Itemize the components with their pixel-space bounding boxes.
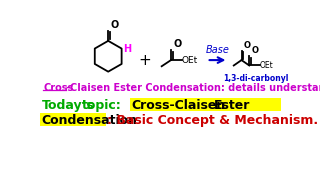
Text: O: O xyxy=(252,46,259,55)
Text: 1,3-di-carbonyl: 1,3-di-carbonyl xyxy=(223,74,288,83)
Text: O: O xyxy=(244,41,251,50)
Text: : Basic Concept & Mechanism.: : Basic Concept & Mechanism. xyxy=(108,114,318,127)
Text: Cross: Cross xyxy=(43,83,73,93)
Text: O: O xyxy=(110,20,119,30)
FancyBboxPatch shape xyxy=(40,113,106,126)
Text: H: H xyxy=(123,44,131,53)
Text: Condensation: Condensation xyxy=(42,114,138,127)
FancyBboxPatch shape xyxy=(130,98,281,111)
Text: Cross-Claisen: Cross-Claisen xyxy=(132,99,226,112)
Text: O: O xyxy=(173,39,181,49)
Text: -Claisen Ester Condensation: details understanding: -Claisen Ester Condensation: details und… xyxy=(66,83,320,93)
Text: Today’s: Today’s xyxy=(42,99,95,112)
Text: OEt: OEt xyxy=(182,56,198,65)
Text: Base: Base xyxy=(205,45,229,55)
Text: topic:: topic: xyxy=(82,99,122,112)
Text: Ester: Ester xyxy=(214,99,250,112)
Text: OEt: OEt xyxy=(260,61,274,70)
Text: +: + xyxy=(138,53,151,68)
